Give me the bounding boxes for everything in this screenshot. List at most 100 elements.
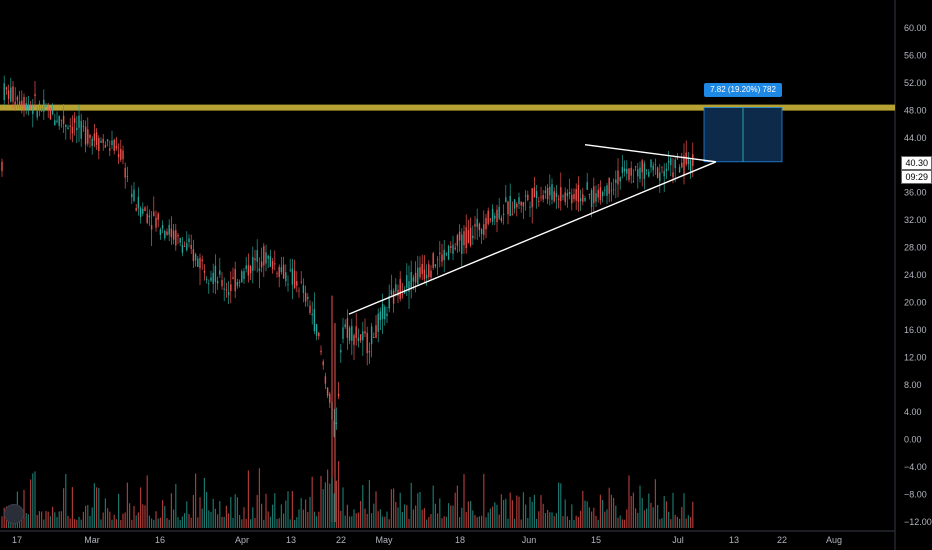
volume-bar (375, 491, 377, 528)
candle-body (452, 244, 454, 254)
candle-body (549, 186, 551, 196)
volume-bar (93, 483, 95, 528)
candle-body (142, 208, 144, 214)
candle-body (368, 350, 371, 353)
candle-body (115, 146, 118, 149)
candle-body (626, 168, 628, 174)
volume-bar (298, 509, 300, 528)
volume-bar (454, 492, 456, 528)
y-tick-label: 20.00 (904, 297, 927, 307)
volume-bar (111, 519, 113, 528)
volume-bar (399, 492, 401, 528)
volume-bar (287, 491, 289, 528)
volume-bar (188, 513, 190, 528)
volume-bar (362, 485, 364, 528)
candle-body (617, 170, 619, 185)
volume-bar (34, 471, 36, 528)
candle-body (348, 327, 351, 341)
volume-bar (247, 470, 249, 528)
volume-bar (30, 479, 32, 528)
volume-bar (610, 494, 612, 528)
candle-body (12, 86, 14, 102)
volume-bar (410, 482, 412, 528)
candle-body (469, 227, 472, 246)
candle-body (579, 198, 582, 202)
volume-bar (179, 519, 181, 528)
volume-bar (124, 512, 126, 528)
volume-bar (577, 517, 579, 528)
volume-bar (219, 501, 221, 528)
candle-body (544, 190, 547, 194)
candle-body (419, 267, 421, 278)
volume-bar (426, 519, 428, 528)
volume-bar (564, 499, 566, 528)
candle-body (441, 254, 443, 262)
candle-body (665, 168, 668, 171)
volume-bar (58, 511, 60, 528)
candle-body (458, 231, 461, 241)
volume-bar (291, 491, 293, 528)
volume-bar (302, 509, 304, 528)
candle-body (287, 284, 289, 285)
candle-body (45, 105, 47, 108)
candle-body (340, 349, 342, 353)
candle-body (568, 191, 571, 195)
volume-bar (604, 511, 606, 528)
candle-body (645, 169, 648, 171)
x-tick-label: Mar (84, 535, 100, 545)
candle-body (168, 224, 170, 235)
volume-bar (591, 511, 593, 528)
candle-body (122, 150, 124, 160)
volume-bar (626, 509, 628, 528)
candle-body (170, 228, 173, 238)
volume-bar (67, 515, 69, 528)
candle-body (375, 325, 377, 338)
volume-bar (118, 493, 120, 528)
volume-bar (406, 505, 408, 528)
volume-bar (540, 495, 542, 528)
candle-body (412, 277, 415, 282)
candle-body (21, 100, 23, 107)
volume-bar (668, 511, 670, 528)
volume-bar (687, 515, 689, 528)
candle-body (14, 101, 16, 105)
candle-body (480, 229, 483, 235)
candle-body (3, 83, 5, 101)
candle-body (656, 167, 659, 178)
volume-bar (665, 501, 667, 528)
volume-bar (443, 516, 445, 528)
volume-bar (181, 516, 183, 528)
volume-bar (177, 517, 179, 528)
volume-bar (311, 476, 313, 528)
volume-bar (602, 499, 604, 528)
candle-body (260, 261, 263, 268)
candle-body (194, 254, 197, 261)
candle-body (483, 224, 485, 235)
candle-body (25, 103, 27, 109)
volume-bar (225, 505, 227, 528)
volume-bar (683, 493, 685, 528)
candle-body (436, 259, 439, 261)
volume-bar (593, 507, 595, 528)
candle-body (252, 256, 254, 271)
candle-body (590, 190, 593, 208)
volume-bar (511, 500, 513, 528)
candle-body (533, 187, 536, 198)
volume-bar (456, 485, 458, 528)
candle-body (106, 139, 109, 142)
candle-body (155, 217, 157, 228)
volume-bar (228, 513, 230, 528)
volume-bar (472, 510, 474, 528)
candle-body (692, 154, 694, 166)
candle-body (274, 263, 276, 265)
candle-body (557, 198, 560, 200)
volume-bar (254, 517, 256, 528)
candle-body (225, 289, 228, 291)
volume-bar (82, 511, 84, 528)
volume-bar (243, 507, 245, 528)
candle-body (27, 104, 30, 108)
volume-bar (305, 499, 307, 528)
volume-bar (520, 519, 522, 528)
